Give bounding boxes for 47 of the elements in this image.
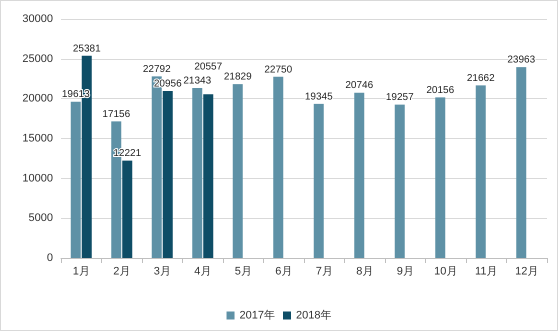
y-tick-label: 10000 [22,172,53,184]
x-tick-label: 9月 [396,266,414,278]
bar [394,104,405,258]
y-tick-label: 25000 [22,52,53,65]
x-tick-label: 11月 [475,266,498,278]
x-tick-label: 2月 [113,266,130,278]
bar [435,97,446,258]
x-tick-label: 8月 [356,266,374,278]
bar [162,91,173,258]
data-label: 21343 [183,75,212,86]
x-tick-label: 7月 [316,266,333,278]
data-label: 23963 [507,54,536,66]
legend-label: 2018年 [296,310,332,322]
data-label: 20156 [426,84,455,96]
y-tick-label: 20000 [22,92,53,105]
bar [203,94,214,258]
bar [314,104,324,258]
bar [354,92,364,258]
x-tick-label: 12月 [515,266,538,278]
bar [192,88,202,258]
x-tick-label: 1月 [72,266,90,278]
bar [516,67,526,258]
bar [122,160,132,258]
y-tick-label: 30000 [22,13,53,25]
legend-label: 2017年 [240,310,276,322]
data-label: 20746 [345,80,374,92]
y-tick-label: 5000 [28,212,53,224]
x-tick-label: 3月 [154,266,171,278]
x-tick-label: 4月 [194,266,212,278]
bar [232,84,243,258]
data-label: 22750 [264,64,293,76]
data-label: 21662 [466,72,496,84]
y-tick-label: 15000 [22,132,53,144]
bar [273,76,284,258]
data-label: 21829 [224,72,252,83]
bar [476,85,486,258]
y-tick-label: 0 [46,252,53,264]
x-tick-label: 10月 [434,266,458,278]
data-label: 20557 [194,61,223,72]
data-label: 25381 [72,43,102,54]
x-tick-label: 6月 [275,266,292,278]
x-tick-label: 5月 [234,266,252,278]
data-label: 17156 [102,108,131,120]
data-label: 22792 [142,64,172,75]
data-label: 19345 [304,91,334,102]
bar [70,102,81,258]
data-label: 19257 [386,92,414,104]
